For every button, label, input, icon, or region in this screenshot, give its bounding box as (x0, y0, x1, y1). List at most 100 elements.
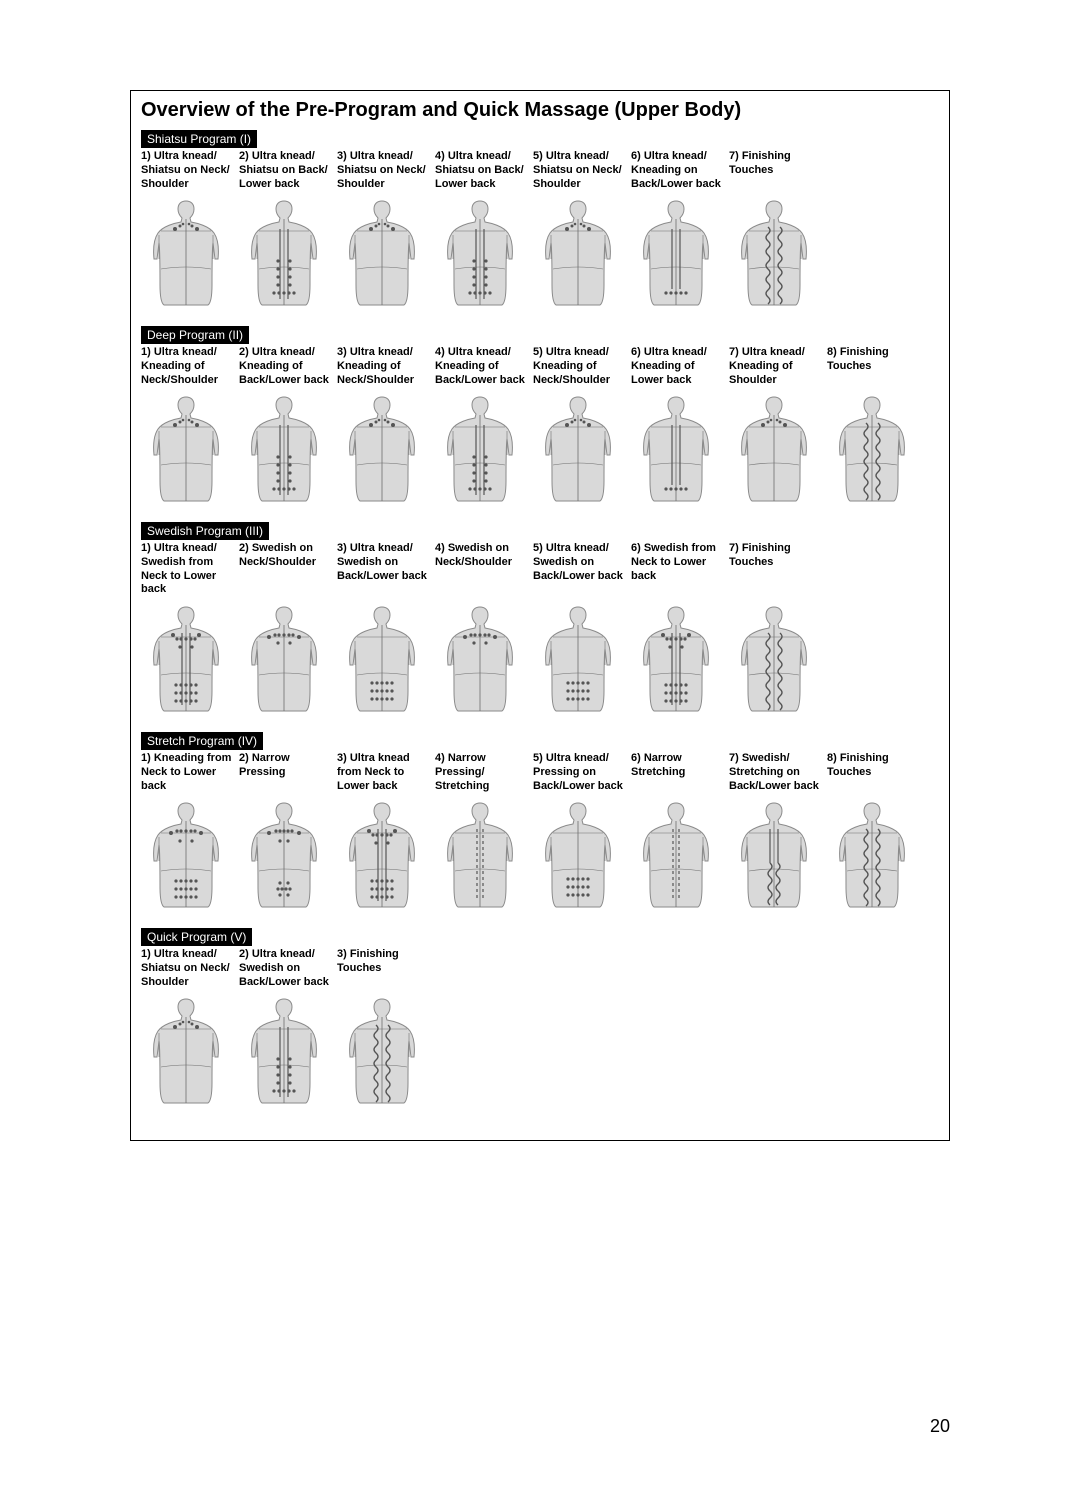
step-row: 1) Ultra knead/ Swedish from Neck to Low… (141, 542, 939, 714)
torso-diagram (533, 800, 623, 910)
torso-diagram (239, 394, 329, 504)
torso-diagram (337, 394, 427, 504)
step-cell: 7) Ultra knead/ Kneading of Shoulder (729, 346, 825, 504)
torso-diagram (435, 800, 525, 910)
torso-diagram (631, 604, 721, 714)
torso-diagram (729, 800, 819, 910)
torso-diagram (435, 394, 525, 504)
page-number: 20 (930, 1416, 950, 1437)
step-label: 1) Ultra knead/ Kneading of Neck/Shoulde… (141, 346, 237, 388)
torso-diagram (631, 198, 721, 308)
step-cell: 6) Ultra knead/ Kneading on Back/Lower b… (631, 150, 727, 308)
step-cell: 2) Ultra knead/ Kneading of Back/Lower b… (239, 346, 335, 504)
step-cell: 8) Finishing Touches (827, 752, 923, 910)
step-cell: 7) Finishing Touches (729, 542, 825, 714)
step-cell: 3) Finishing Touches (337, 948, 433, 1106)
torso-diagram (827, 394, 917, 504)
program-label: Stretch Program (IV) (141, 732, 263, 750)
torso-diagram (435, 198, 525, 308)
step-cell: 3) Ultra knead/ Kneading of Neck/Shoulde… (337, 346, 433, 504)
step-label: 2) Ultra knead/ Shiatsu on Back/ Lower b… (239, 150, 335, 192)
torso-diagram (337, 604, 427, 714)
torso-diagram (827, 800, 917, 910)
step-label: 5) Ultra knead/ Pressing on Back/Lower b… (533, 752, 629, 794)
program-section: Deep Program (II) 1) Ultra knead/ Kneadin… (141, 322, 939, 518)
program-label: Quick Program (V) (141, 928, 252, 946)
step-label: 2) Narrow Pressing (239, 752, 335, 794)
torso-diagram (533, 604, 623, 714)
step-cell: 1) Kneading from Neck to Lower back (141, 752, 237, 910)
step-cell: 1) Ultra knead/ Swedish from Neck to Low… (141, 542, 237, 714)
step-label: 7) Finishing Touches (729, 150, 825, 192)
torso-diagram (239, 996, 329, 1106)
step-cell: 3) Ultra knead from Neck to Lower back (337, 752, 433, 910)
torso-diagram (631, 800, 721, 910)
step-label: 5) Ultra knead/ Swedish on Back/Lower ba… (533, 542, 629, 598)
step-cell: 5) Ultra knead/ Swedish on Back/Lower ba… (533, 542, 629, 714)
program-label: Shiatsu Program (I) (141, 130, 257, 148)
program-section: Quick Program (V) 1) Ultra knead/ Shiatsu… (141, 924, 939, 1120)
step-label: 4) Swedish on Neck/Shoulder (435, 542, 531, 598)
step-label: 1) Ultra knead/ Swedish from Neck to Low… (141, 542, 237, 598)
step-cell: 2) Narrow Pressing (239, 752, 335, 910)
torso-diagram (729, 604, 819, 714)
step-cell: 7) Finishing Touches (729, 150, 825, 308)
torso-diagram (337, 996, 427, 1106)
torso-diagram (141, 198, 231, 308)
page-title: Overview of the Pre-Program and Quick Ma… (141, 99, 939, 122)
torso-diagram (533, 198, 623, 308)
step-row: 1) Ultra knead/ Kneading of Neck/Shoulde… (141, 346, 939, 504)
torso-diagram (141, 394, 231, 504)
step-cell: 8) Finishing Touches (827, 346, 923, 504)
step-cell: 2) Ultra knead/ Swedish on Back/Lower ba… (239, 948, 335, 1106)
step-label: 5) Ultra knead/ Shiatsu on Neck/ Shoulde… (533, 150, 629, 192)
torso-diagram (435, 604, 525, 714)
content-frame: Overview of the Pre-Program and Quick Ma… (130, 90, 950, 1141)
torso-diagram (141, 800, 231, 910)
step-cell: 2) Swedish on Neck/Shoulder (239, 542, 335, 714)
step-label: 6) Narrow Stretching (631, 752, 727, 794)
step-label: 2) Swedish on Neck/Shoulder (239, 542, 335, 598)
torso-diagram (337, 198, 427, 308)
step-cell: 4) Ultra knead/ Shiatsu on Back/ Lower b… (435, 150, 531, 308)
step-label: 8) Finishing Touches (827, 346, 923, 388)
step-label: 4) Ultra knead/ Kneading of Back/Lower b… (435, 346, 531, 388)
torso-diagram (141, 604, 231, 714)
program-section: Shiatsu Program (I) 1) Ultra knead/ Shiat… (141, 126, 939, 322)
program-section: Stretch Program (IV) 1) Kneading from Nec… (141, 728, 939, 924)
step-label: 6) Ultra knead/ Kneading on Back/Lower b… (631, 150, 727, 192)
torso-diagram (239, 800, 329, 910)
torso-diagram (729, 394, 819, 504)
torso-diagram (533, 394, 623, 504)
step-row: 1) Ultra knead/ Shiatsu on Neck/ Shoulde… (141, 150, 939, 308)
step-row: 1) Ultra knead/ Shiatsu on Neck/ Shoulde… (141, 948, 939, 1106)
programs-container: Shiatsu Program (I) 1) Ultra knead/ Shiat… (141, 126, 939, 1120)
step-cell: 4) Narrow Pressing/ Stretching (435, 752, 531, 910)
step-cell: 6) Narrow Stretching (631, 752, 727, 910)
step-label: 4) Narrow Pressing/ Stretching (435, 752, 531, 794)
torso-diagram (141, 996, 231, 1106)
step-cell: 2) Ultra knead/ Shiatsu on Back/ Lower b… (239, 150, 335, 308)
step-label: 1) Ultra knead/ Shiatsu on Neck/ Shoulde… (141, 150, 237, 192)
step-cell: 4) Ultra knead/ Kneading of Back/Lower b… (435, 346, 531, 504)
step-label: 7) Ultra knead/ Kneading of Shoulder (729, 346, 825, 388)
step-cell: 6) Swedish from Neck to Lower back (631, 542, 727, 714)
step-cell: 3) Ultra knead/ Swedish on Back/Lower ba… (337, 542, 433, 714)
step-label: 3) Ultra knead/ Swedish on Back/Lower ba… (337, 542, 433, 598)
step-label: 1) Ultra knead/ Shiatsu on Neck/ Shoulde… (141, 948, 237, 990)
program-label: Deep Program (II) (141, 326, 249, 344)
program-label: Swedish Program (III) (141, 522, 269, 540)
step-cell: 1) Ultra knead/ Shiatsu on Neck/ Shoulde… (141, 948, 237, 1106)
step-label: 2) Ultra knead/ Swedish on Back/Lower ba… (239, 948, 335, 990)
step-label: 3) Ultra knead/ Shiatsu on Neck/ Shoulde… (337, 150, 433, 192)
step-cell: 5) Ultra knead/ Shiatsu on Neck/ Shoulde… (533, 150, 629, 308)
step-label: 3) Ultra knead/ Kneading of Neck/Shoulde… (337, 346, 433, 388)
program-section: Swedish Program (III) 1) Ultra knead/ Swe… (141, 518, 939, 728)
step-cell: 1) Ultra knead/ Shiatsu on Neck/ Shoulde… (141, 150, 237, 308)
step-cell: 7) Swedish/ Stretching on Back/Lower bac… (729, 752, 825, 910)
step-cell: 1) Ultra knead/ Kneading of Neck/Shoulde… (141, 346, 237, 504)
step-label: 3) Finishing Touches (337, 948, 433, 990)
step-label: 4) Ultra knead/ Shiatsu on Back/ Lower b… (435, 150, 531, 192)
step-label: 7) Finishing Touches (729, 542, 825, 598)
step-label: 1) Kneading from Neck to Lower back (141, 752, 237, 794)
